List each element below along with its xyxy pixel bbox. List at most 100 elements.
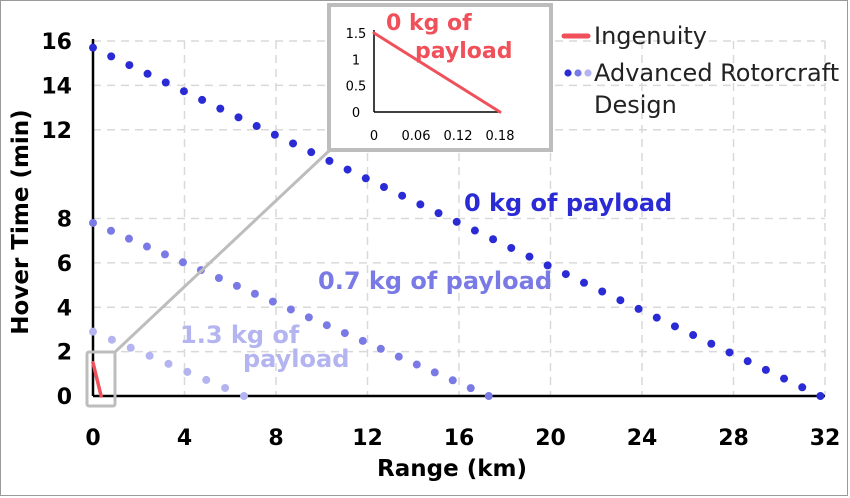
- x-tick-labels: 0 4 8 12 16 20 24 28 32: [85, 426, 840, 451]
- data-point-series-0: [761, 365, 770, 374]
- inset-x-tick-label: 0.12: [444, 129, 473, 144]
- data-point-series-0: [216, 104, 225, 113]
- series-line-ingenuity: [91, 360, 103, 398]
- inset-chart: 0 0.06 0.12 0.18 0 0.5 1 1.5 0 kg of payload: [327, 3, 553, 152]
- y-tick-label: 14: [41, 74, 72, 99]
- data-point-series-1: [322, 321, 331, 330]
- zoom-region-box: [85, 350, 117, 408]
- data-point-series-0: [89, 43, 97, 52]
- data-point-series-1: [89, 218, 97, 227]
- data-point-series-1: [412, 360, 421, 369]
- annotation-1-3kg-line2: payload: [243, 345, 349, 373]
- y-tick-label: 16: [41, 30, 72, 55]
- data-point-series-2: [202, 375, 211, 384]
- data-point-series-1: [376, 344, 385, 353]
- data-point-series-0: [634, 304, 643, 313]
- data-point-series-1: [214, 274, 223, 283]
- legend-label-ingenuity: Ingenuity: [594, 22, 707, 50]
- inset-series: [372, 31, 502, 114]
- data-point-series-0: [398, 191, 407, 200]
- x-tick-label: 20: [535, 426, 566, 451]
- data-point-series-2: [239, 392, 248, 400]
- zoom-connector-upper: [113, 147, 333, 354]
- data-point-series-1: [358, 336, 367, 345]
- y-axis-title: Hover Time (min): [8, 109, 34, 334]
- data-point-series-0: [270, 130, 279, 139]
- inset-annotation-line2: payload: [415, 39, 513, 64]
- data-point-series-1: [340, 329, 349, 338]
- legend-swatch-dot: [574, 69, 582, 77]
- data-point-series-1: [466, 384, 475, 393]
- data-point-series-0: [379, 182, 388, 191]
- x-tick-label: 32: [810, 426, 841, 451]
- data-point-series-1: [178, 258, 187, 267]
- inset-axes: [373, 30, 500, 113]
- annotation-1-3kg-line1: 1.3 kg of: [180, 321, 300, 349]
- data-point-series-0: [725, 348, 734, 357]
- x-tick-label: 16: [444, 426, 475, 451]
- data-point-series-1: [142, 242, 151, 251]
- data-point-series-0: [707, 339, 716, 348]
- inset-annotation-line1: 0 kg of: [386, 11, 472, 36]
- data-point-series-0: [580, 278, 589, 287]
- legend-label-advanced-line1: Advanced Rotorcraft: [594, 59, 839, 87]
- y-tick-label: 2: [57, 341, 72, 366]
- data-point-series-0: [161, 78, 170, 87]
- data-point-series-2: [221, 383, 230, 392]
- data-point-series-2: [107, 335, 116, 344]
- data-point-series-0: [416, 200, 425, 209]
- data-point-series-0: [252, 122, 261, 131]
- y-tick-label: 8: [57, 208, 72, 233]
- data-point-series-0: [489, 235, 498, 244]
- inset-y-tick-label: 1.5: [346, 27, 367, 42]
- data-point-series-0: [689, 331, 698, 340]
- data-point-series-0: [743, 357, 752, 366]
- x-axis-title: Range (km): [377, 456, 527, 482]
- y-tick-labels: 0 2 4 6 8 12 14 16: [41, 30, 72, 410]
- data-point-series-0: [616, 296, 625, 305]
- inset-x-tick-labels: 0 0.06 0.12 0.18: [370, 129, 515, 144]
- data-point-series-0: [198, 95, 207, 104]
- x-tick-label: 4: [177, 426, 192, 451]
- data-point-series-2: [145, 351, 154, 360]
- data-point-series-0: [107, 52, 116, 61]
- data-point-series-0: [234, 113, 243, 122]
- x-tick-label: 12: [352, 426, 383, 451]
- data-point-series-0: [125, 61, 134, 70]
- y-tick-label: 6: [57, 252, 72, 277]
- axes: [91, 39, 825, 398]
- data-point-series-1: [448, 376, 457, 385]
- x-tick-label: 24: [627, 426, 658, 451]
- inset-x-tick-label: 0.18: [486, 129, 515, 144]
- data-point-series-1: [484, 392, 493, 400]
- data-point-series-0: [670, 322, 679, 331]
- inset-x-tick-label: 0: [370, 129, 378, 144]
- data-point-series-1: [304, 313, 313, 322]
- data-point-series-0: [780, 374, 789, 383]
- data-point-series-0: [307, 148, 316, 157]
- legend-swatch-dot: [564, 69, 572, 77]
- inset-border: [327, 3, 553, 152]
- data-point-series-1: [232, 281, 241, 290]
- data-point-series-0: [361, 174, 370, 183]
- series-group: [89, 43, 825, 400]
- inset-y-tick-label: 0: [352, 106, 360, 121]
- data-point-series-0: [598, 287, 607, 296]
- legend: Ingenuity Advanced Rotorcraft Design: [561, 22, 839, 119]
- annotation-0kg: 0 kg of payload: [464, 189, 672, 217]
- data-point-series-0: [452, 217, 461, 226]
- data-point-series-2: [164, 359, 173, 368]
- y-tick-label: 4: [57, 296, 72, 321]
- data-point-series-0: [652, 313, 661, 322]
- data-point-series-0: [470, 226, 479, 235]
- data-point-series-0: [561, 270, 570, 279]
- x-tick-label: 8: [268, 426, 283, 451]
- data-point-series-0: [434, 209, 443, 218]
- data-point-series-1: [160, 250, 169, 259]
- data-point-series-2: [183, 367, 192, 376]
- data-point-series-1: [268, 297, 277, 306]
- y-tick-label: 0: [57, 385, 72, 410]
- data-point-series-1: [250, 289, 259, 298]
